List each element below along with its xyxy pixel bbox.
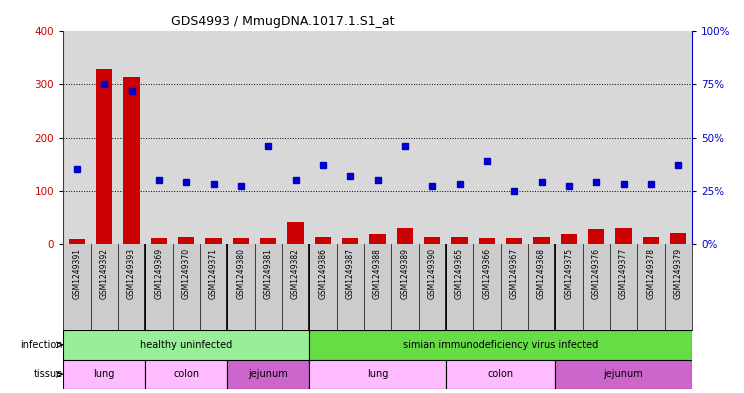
Text: colon: colon <box>173 369 199 379</box>
Bar <box>310 330 692 360</box>
Bar <box>260 238 277 244</box>
Bar <box>397 228 413 244</box>
Bar <box>315 237 331 244</box>
Text: lung: lung <box>367 369 388 379</box>
Bar <box>478 238 495 244</box>
Text: infection: infection <box>20 340 62 350</box>
Text: GSM1249369: GSM1249369 <box>155 248 164 299</box>
Text: GSM1249371: GSM1249371 <box>209 248 218 299</box>
Text: GSM1249387: GSM1249387 <box>346 248 355 299</box>
Bar <box>96 68 112 244</box>
Bar <box>643 237 659 244</box>
Bar <box>424 237 440 244</box>
Bar <box>151 238 167 244</box>
Text: GSM1249388: GSM1249388 <box>373 248 382 299</box>
Bar <box>63 360 145 389</box>
Bar <box>145 360 227 389</box>
Text: GSM1249370: GSM1249370 <box>182 248 190 299</box>
Text: tissue: tissue <box>33 369 62 379</box>
Bar <box>615 228 632 244</box>
Bar <box>342 238 359 244</box>
Text: GDS4993 / MmugDNA.1017.1.S1_at: GDS4993 / MmugDNA.1017.1.S1_at <box>171 15 394 28</box>
Bar <box>561 234 577 244</box>
Text: colon: colon <box>487 369 513 379</box>
Text: GSM1249377: GSM1249377 <box>619 248 628 299</box>
Text: GSM1249366: GSM1249366 <box>482 248 492 299</box>
Bar <box>227 360 310 389</box>
Bar <box>555 360 692 389</box>
Text: GSM1249376: GSM1249376 <box>591 248 600 299</box>
Text: GSM1249378: GSM1249378 <box>647 248 655 299</box>
Text: GSM1249392: GSM1249392 <box>100 248 109 299</box>
Bar <box>310 360 446 389</box>
Text: GSM1249375: GSM1249375 <box>565 248 574 299</box>
Bar <box>452 237 468 244</box>
Text: healthy uninfected: healthy uninfected <box>140 340 232 350</box>
Text: GSM1249380: GSM1249380 <box>237 248 246 299</box>
Text: GSM1249367: GSM1249367 <box>510 248 519 299</box>
Text: jejunum: jejunum <box>603 369 644 379</box>
Bar <box>124 77 140 244</box>
Bar <box>205 238 222 244</box>
Bar <box>670 233 687 244</box>
Bar <box>68 239 85 244</box>
Bar <box>369 234 386 244</box>
Text: GSM1249379: GSM1249379 <box>674 248 683 299</box>
Text: jejunum: jejunum <box>248 369 288 379</box>
Bar <box>446 360 555 389</box>
Text: lung: lung <box>94 369 115 379</box>
Bar <box>506 238 522 244</box>
Text: GSM1249365: GSM1249365 <box>455 248 464 299</box>
Bar <box>533 237 550 244</box>
Text: GSM1249382: GSM1249382 <box>291 248 300 299</box>
Bar <box>233 238 249 244</box>
Text: GSM1249389: GSM1249389 <box>400 248 409 299</box>
Text: GSM1249390: GSM1249390 <box>428 248 437 299</box>
Bar <box>63 330 310 360</box>
Text: GSM1249381: GSM1249381 <box>263 248 273 299</box>
Text: GSM1249368: GSM1249368 <box>537 248 546 299</box>
Bar <box>287 222 304 244</box>
Bar <box>588 229 604 244</box>
Text: GSM1249386: GSM1249386 <box>318 248 327 299</box>
Text: GSM1249391: GSM1249391 <box>72 248 81 299</box>
Text: simian immunodeficiency virus infected: simian immunodeficiency virus infected <box>403 340 598 350</box>
Text: GSM1249393: GSM1249393 <box>127 248 136 299</box>
Bar <box>178 237 194 244</box>
